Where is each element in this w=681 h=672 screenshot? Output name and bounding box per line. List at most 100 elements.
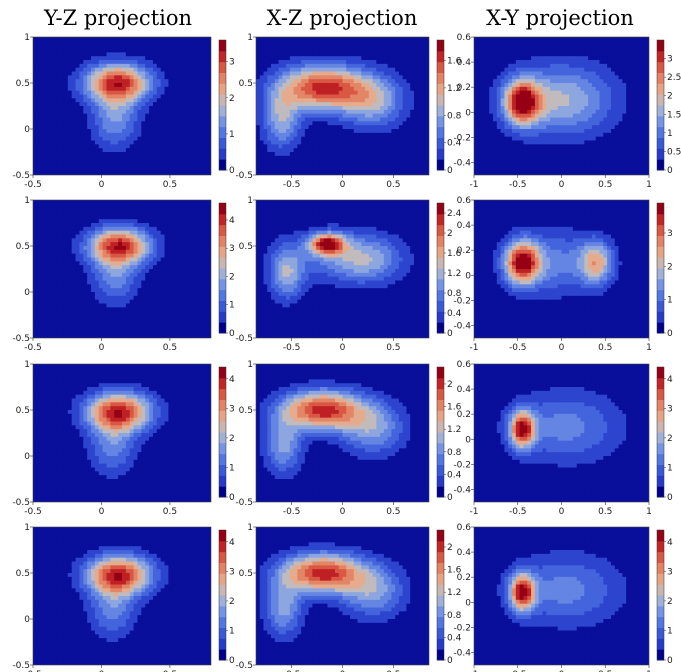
x-tick-label: 0.5 [163,670,177,672]
panel-r1-c1: -0.5 0 0.5 -0.5 0.5 1 0 0.4 0.8 1.2 1.6 2 2.4 [235,196,461,353]
y-tick-label: 0.5 [16,242,30,252]
y-tick-label: 0.5 [16,569,30,579]
panel-r2-c2: -1 -0.5 0 0.5 1 0.6 0.4 0.2 0 -0.2 -0.4 0 1 2 3 4 [453,360,673,517]
y-tick-label: 1 [247,360,253,370]
y-tick-label: -0.2 [453,460,471,470]
y-tick-label: 0 [465,271,471,281]
colorbar-tick-label: 0 [229,493,235,503]
y-tick-label: 0.5 [239,569,253,579]
y-tick-label: 0.5 [239,79,253,89]
colorbar-tick-label: 4 [667,375,673,385]
colorbar-tick-label: 1 [667,463,673,473]
x-tick-label: -0.5 [24,670,42,672]
colorbar-tick-label: 0 [667,329,673,339]
colorbar-tick-label: 3 [229,404,235,414]
colorbar-tick-label: 0.4 [447,633,462,643]
colorbar-tick-label: 1 [667,129,673,139]
colorbar-tick-label: 0 [229,166,235,176]
colorbar-tick-label: 0 [447,329,453,339]
x-tick-label: -0.5 [24,507,42,517]
colorbar-tick-label: 2 [447,543,453,553]
density-field [33,37,211,175]
y-tick-label: 0.4 [457,58,472,68]
x-tick-label: 0 [559,670,565,672]
colorbar-tick-label: 0 [229,656,235,666]
y-tick-label: -0.5 [12,498,30,508]
y-tick-label: 1 [247,33,253,43]
y-tick-label: 0 [465,435,471,445]
colorbar-tick-label: 2 [229,597,235,607]
colorbar-tick-label: 2.5 [667,73,681,83]
panel-r3-c2: -1 -0.5 0 0.5 1 0.6 0.4 0.2 0 -0.2 -0.4 0 1 2 3 4 [453,523,673,672]
column-title-xy: X-Y projection [460,6,660,30]
x-tick-label: 0.5 [598,670,612,672]
y-tick-label: 0.5 [239,406,253,416]
x-tick-label: -0.5 [283,670,301,672]
y-tick-label: 0 [24,452,30,462]
colorbar-tick-label: 3 [667,55,673,65]
colorbar-tick-label: 4 [667,538,673,548]
colorbar-tick-label: 1.6 [447,403,462,413]
colorbar-tick-label: 1 [229,626,235,636]
y-tick-label: -0.5 [235,661,253,671]
x-tick-label: 0.5 [163,507,177,517]
panel-r0-c1: -0.5 0 0.5 -0.5 0.5 1 0 0.4 0.8 1.2 1.6 [235,33,461,190]
density-field [256,37,429,175]
x-tick-label: -0.5 [24,180,42,190]
y-tick-label: 0.4 [457,548,472,558]
y-tick-label: 0.4 [457,221,472,231]
colorbar-tick-label: 3 [667,229,673,239]
colorbar: 0 1 2 3 4 [218,366,235,503]
colorbar-tick-label: 0.4 [447,470,462,480]
colorbar-tick-label: 1.6 [447,249,462,259]
colorbar-tick-label: 2.4 [447,209,462,219]
colorbar-tick-label: 4 [229,538,235,548]
colorbar-tick-label: 0 [667,493,673,503]
colorbar: 0 0.4 0.8 1.2 1.6 2 [436,529,462,666]
density-field [474,527,649,665]
x-tick-label: 0 [99,670,105,672]
density-field [33,200,211,338]
colorbar: 0 1 2 3 4 [656,529,673,666]
y-tick-label: 0 [24,288,30,298]
colorbar-tick-label: 1 [229,463,235,473]
colorbar-tick-label: 0.8 [447,611,462,621]
panel-r2-c1: -0.5 0 0.5 -0.5 0.5 1 0 0.4 0.8 1.2 1.6 2 [235,360,461,517]
y-tick-label: -0.5 [235,498,253,508]
x-tick-label: 0 [559,343,565,353]
colorbar-tick-label: 0 [667,166,673,176]
y-tick-label: 1 [24,196,30,206]
y-tick-label: 0 [465,598,471,608]
y-tick-label: 0 [24,615,30,625]
colorbar-tick-label: 1.6 [447,566,462,576]
x-tick-label: -0.5 [283,180,301,190]
density-field [33,364,211,502]
colorbar-tick-label: 2 [667,262,673,272]
x-tick-label: 0.5 [598,180,612,190]
x-tick-label: -0.5 [283,507,301,517]
y-tick-label: -0.4 [453,648,471,658]
colorbar-tick-label: 1.2 [447,588,461,598]
x-tick-label: 0 [559,180,565,190]
column-title-xz: X-Z projection [242,6,442,30]
x-tick-label: 1 [646,343,652,353]
colorbar-tick-label: 0.8 [447,111,462,121]
x-tick-label: 0.5 [386,180,400,190]
colorbar-tick-label: 1 [229,301,235,311]
colorbar-tick-label: 2 [229,272,235,282]
y-tick-label: 0.2 [457,246,471,256]
panel-r3-c1: -0.5 0 0.5 -0.5 0.5 1 0 0.4 0.8 1.2 1.6 2 [235,523,461,672]
colorbar-tick-label: 0.4 [447,309,462,319]
density-field [256,527,429,665]
y-tick-label: 0.6 [457,196,472,206]
x-tick-label: 0 [99,180,105,190]
x-tick-label: -1 [470,507,479,517]
colorbar-tick-label: 2 [447,380,453,390]
x-tick-label: 0.5 [163,343,177,353]
x-tick-label: 0 [340,343,346,353]
x-tick-label: 0.5 [598,343,612,353]
colorbar: 0 1 2 3 4 [218,202,235,339]
panel-r0-c2: -1 -0.5 0 0.5 1 0.6 0.4 0.2 0 -0.2 -0.4 0 0.5 1 1.5 2 2.… [453,33,681,190]
y-tick-label: -0.4 [453,158,471,168]
colorbar: 0 1 2 3 4 [656,366,673,503]
